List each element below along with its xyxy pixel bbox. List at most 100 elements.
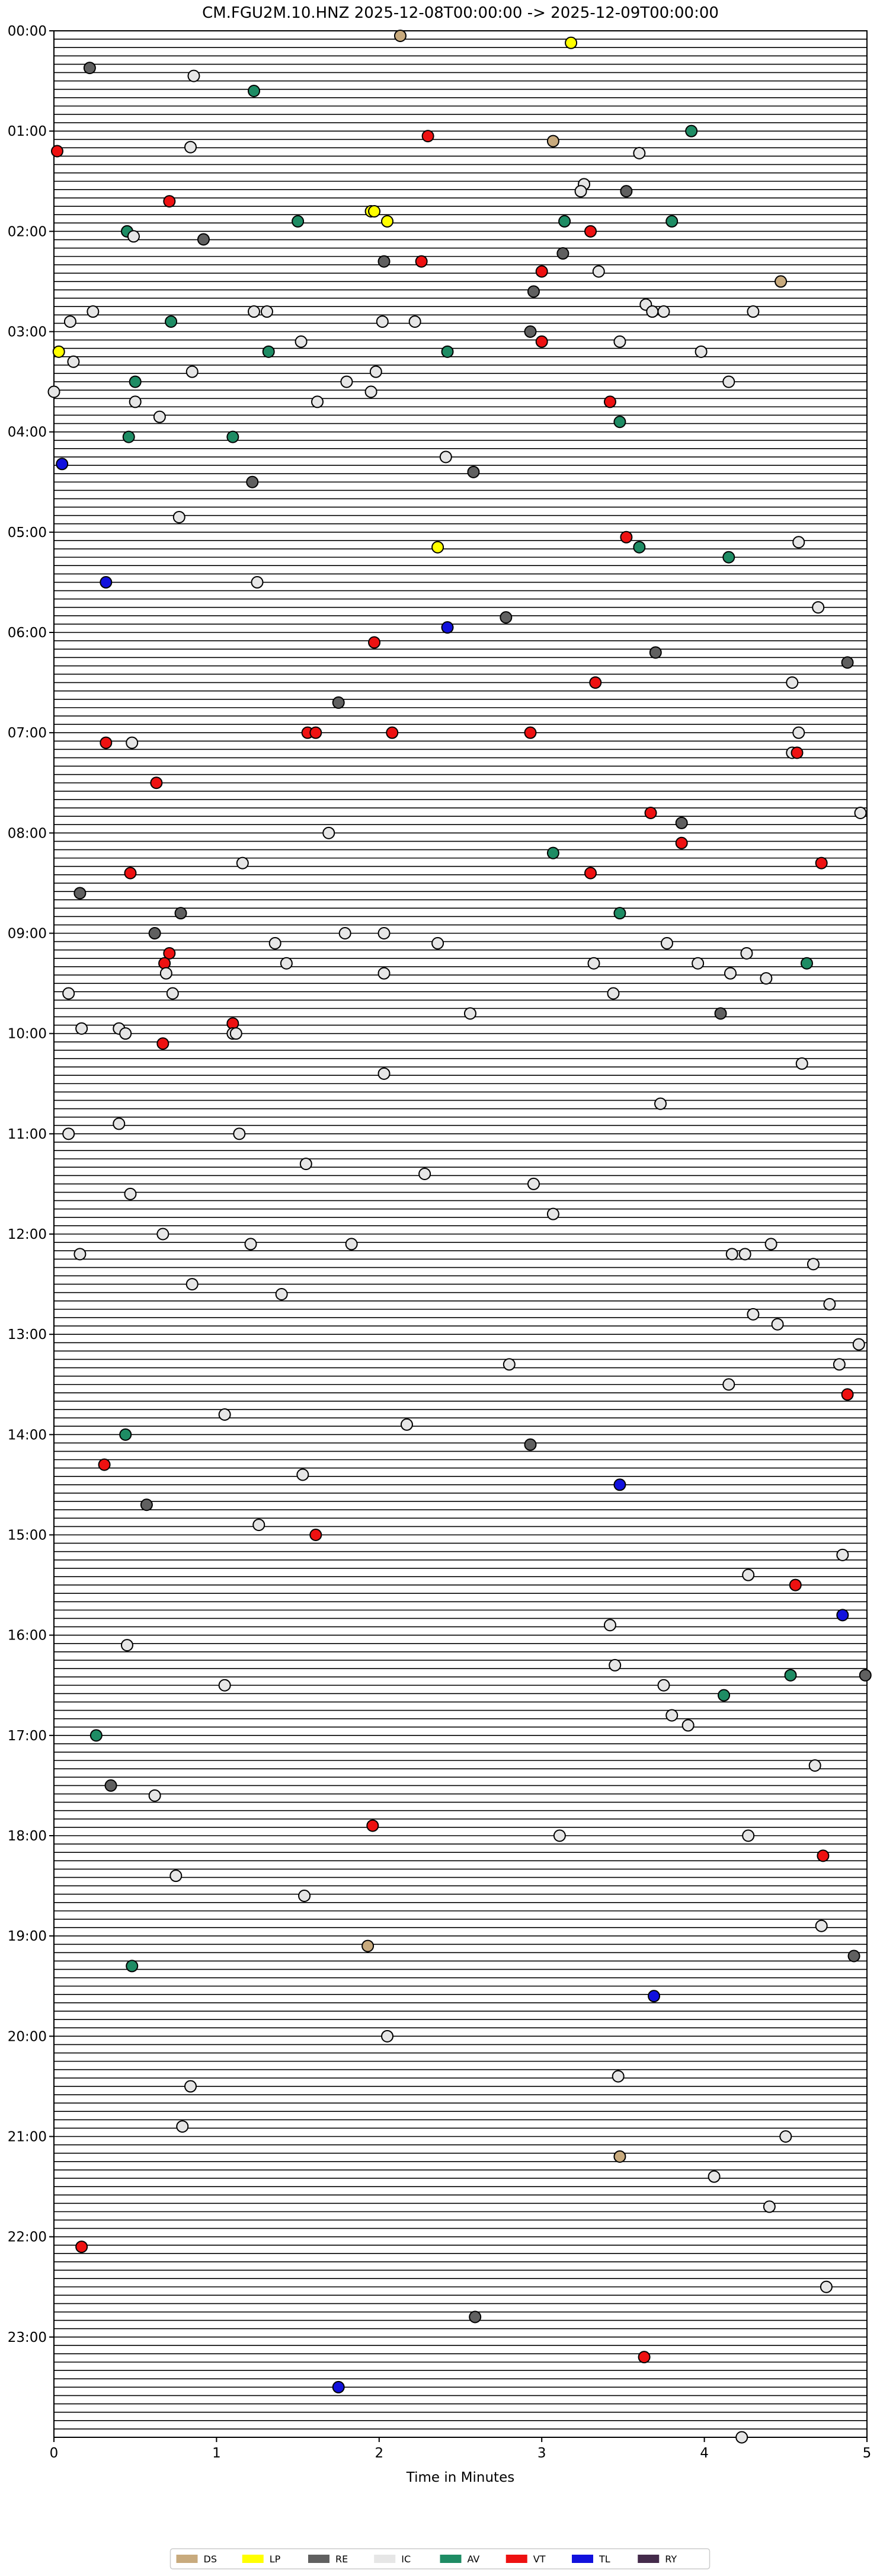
event-marker-ic [633, 146, 646, 159]
event-marker-ic [75, 1022, 88, 1035]
y-tick-label: 01:00 [8, 124, 47, 139]
event-marker-vt [309, 1529, 322, 1541]
event-marker-vt [415, 255, 428, 268]
event-marker-av [685, 124, 698, 138]
chart-title: CM.FGU2M.10.HNZ 2025-12-08T00:00:00 -> 2… [202, 4, 719, 22]
event-marker-av [546, 846, 559, 859]
event-marker-av [441, 345, 454, 358]
event-marker-vt [158, 957, 171, 970]
event-marker-ic [185, 365, 199, 378]
event-marker-av [262, 345, 275, 358]
event-marker-ic [609, 1658, 622, 1671]
event-marker-re [500, 611, 513, 624]
event-marker-ic [807, 1258, 820, 1271]
event-marker-vt [644, 807, 657, 819]
event-marker-ic [612, 2070, 625, 2083]
event-marker-av [248, 85, 261, 97]
y-tick-label: 12:00 [8, 1227, 47, 1242]
legend-label-ds: DS [204, 2553, 217, 2565]
event-marker-av [119, 1428, 132, 1441]
legend-label-vt: VT [533, 2553, 546, 2565]
event-marker-vt [675, 836, 688, 849]
x-tick-label: 4 [700, 2446, 709, 2461]
event-marker-ic [172, 510, 185, 523]
event-marker-ic [377, 927, 391, 939]
y-tick-label: 02:00 [8, 224, 47, 239]
event-marker-av [292, 215, 305, 228]
event-marker-vt [50, 145, 63, 158]
event-marker-ic [607, 987, 620, 1000]
legend-swatch-ry [638, 2555, 660, 2563]
trace-lines [54, 30, 867, 2438]
event-marker-ic [823, 1297, 836, 1311]
event-marker-ic [345, 1238, 358, 1251]
event-marker-ic [236, 856, 249, 870]
event-marker-lp [565, 36, 578, 49]
y-tick-label: 03:00 [8, 325, 47, 340]
event-marker-ic [129, 395, 142, 408]
event-marker-ic [63, 315, 76, 328]
event-marker-av [718, 1689, 731, 1702]
y-tick-label: 23:00 [8, 2330, 47, 2345]
event-marker-ic [73, 1248, 87, 1261]
x-tick-label: 0 [50, 2446, 59, 2461]
event-marker-vt [789, 1578, 802, 1591]
event-marker-ic [244, 1238, 257, 1251]
event-marker-ic [792, 536, 805, 549]
event-marker-vt [156, 1037, 169, 1050]
event-marker-av [126, 1960, 139, 1973]
event-marker-ic [646, 305, 659, 318]
event-marker-lp [381, 215, 394, 228]
event-marker-ic [377, 967, 391, 980]
x-tick-label: 1 [212, 2446, 221, 2461]
event-marker-re [197, 233, 210, 246]
event-marker-av [129, 375, 142, 388]
event-marker-re [649, 646, 662, 659]
event-marker-ic [722, 1378, 735, 1391]
event-marker-ic [169, 1869, 183, 1883]
y-tick-label: 08:00 [8, 826, 47, 841]
y-tick-label: 19:00 [8, 1929, 47, 1944]
event-marker-ic [62, 1127, 75, 1140]
event-marker-ic [613, 335, 626, 348]
event-marker-lp [368, 205, 381, 218]
event-marker-ic [364, 385, 377, 398]
event-marker-vt [815, 856, 828, 870]
event-marker-re [620, 185, 633, 198]
event-marker-ic [381, 2030, 394, 2043]
y-tick-label: 21:00 [8, 2130, 47, 2145]
event-marker-ic [836, 1548, 849, 1561]
event-marker-re [841, 656, 854, 669]
event-marker-ic [233, 1127, 246, 1140]
event-marker-lp [52, 345, 65, 358]
event-marker-ic [295, 335, 308, 348]
event-marker-vt [620, 530, 633, 544]
event-marker-ic [298, 1890, 311, 1902]
event-marker-ic [747, 1308, 760, 1321]
event-marker-ic [377, 1067, 391, 1080]
event-marker-av [89, 1729, 103, 1742]
event-marker-re [83, 62, 96, 75]
y-tick-label: 00:00 [8, 24, 47, 39]
event-marker-vt [603, 395, 616, 408]
event-marker-ic [87, 305, 100, 318]
event-marker-ic [153, 410, 166, 423]
event-marker-av [722, 551, 735, 564]
event-marker-ic [187, 69, 200, 82]
event-marker-ic [657, 1679, 670, 1692]
event-marker-re [246, 475, 259, 488]
y-tick-label: 14:00 [8, 1427, 47, 1443]
event-marker-ic [184, 140, 197, 154]
event-marker-ic [376, 315, 389, 328]
event-marker-ic [725, 1248, 738, 1261]
x-tick-labels: 0 1 2 3 4 5 [50, 2437, 871, 2461]
y-tick-label: 15:00 [8, 1528, 47, 1543]
event-marker-ic [724, 967, 737, 980]
event-marker-av [784, 1669, 797, 1682]
event-marker-ic [275, 1288, 288, 1300]
event-marker-vt [638, 2351, 651, 2364]
event-marker-ic [322, 826, 335, 839]
event-marker-ic [820, 2280, 833, 2293]
